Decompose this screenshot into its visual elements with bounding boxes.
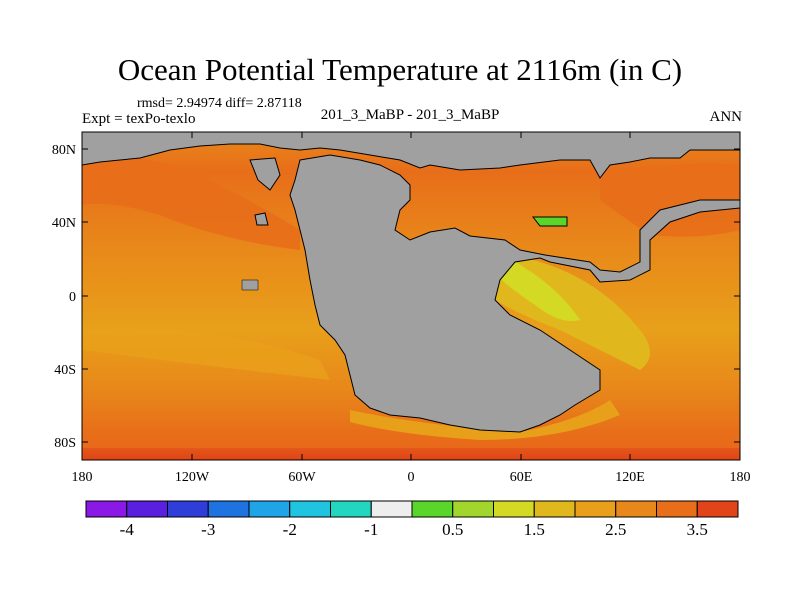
green-inland-sea (531, 216, 568, 227)
lon-axis: 180 120W 60W 0 60E 120E 180 (72, 132, 751, 485)
lat-tick-label: 40N (52, 216, 76, 231)
colorbar-label: 0.5 (442, 520, 463, 539)
lon-tick-label: 120W (175, 470, 210, 485)
colorbar-swatch (574, 500, 617, 518)
colorbar-swatch (167, 500, 209, 518)
southern-band (82, 328, 330, 380)
colorbar-label: -1 (364, 520, 378, 539)
case-label: 201_3_MaBP - 201_3_MaBP (320, 107, 500, 123)
lon-tick-label: 180 (72, 470, 93, 485)
colorbar-swatch (411, 500, 454, 518)
northern-island (249, 157, 281, 191)
colorbar-swatch (370, 500, 413, 518)
north-pacific-warm-band (82, 157, 300, 250)
season-label: ANN (709, 109, 743, 125)
lon-tick-label: 60W (288, 470, 316, 485)
colorbar-label: -3 (201, 520, 215, 539)
colorbar-label: 2.5 (605, 520, 626, 539)
lon-tick-label: 60E (510, 470, 533, 485)
colorbar-swatch (85, 500, 128, 518)
rmsd-diff-stats: rmsd= 2.94974 diff= 2.87118 (137, 96, 302, 111)
colorbar-swatch (696, 500, 739, 518)
small-island (254, 212, 269, 226)
lat-tick-label: 80S (54, 436, 76, 451)
lat-tick-label: 40S (54, 363, 76, 378)
colorbar-labels: -4 -3 -2 -1 0.5 1.5 2.5 3.5 (120, 520, 708, 539)
arctic-landmass (82, 132, 740, 179)
colorbar-swatch (248, 500, 291, 518)
lon-tick-label: 0 (408, 470, 415, 485)
colorbar-swatch (330, 500, 372, 518)
colorbar-label: -2 (283, 520, 297, 539)
experiment-label: Expt = texPo-texlo (82, 111, 196, 127)
lon-tick-label: 180 (730, 470, 751, 485)
southern-ocean-band (82, 430, 740, 448)
lat-tick-label: 0 (69, 290, 76, 305)
tiny-island (241, 279, 259, 291)
colorbar-swatch (656, 500, 698, 518)
lat-axis: 80N 40N 0 40S 80S (52, 143, 740, 451)
map-field (82, 132, 740, 460)
lat-tick-label: 80N (52, 143, 76, 158)
colorbar (85, 500, 739, 518)
north-east-warm-band (600, 163, 740, 237)
colorbar-swatch (207, 500, 250, 518)
lon-tick-label: 120E (615, 470, 645, 485)
colorbar-label: 1.5 (524, 520, 545, 539)
colorbar-label: -4 (120, 520, 135, 539)
colorbar-swatch (493, 500, 535, 518)
map-title: Ocean Potential Temperature at 2116m (in… (117, 52, 683, 87)
colorbar-swatch (452, 500, 494, 518)
colorbar-label: 3.5 (687, 520, 708, 539)
colorbar-swatch (289, 500, 331, 518)
colorbar-swatch (126, 500, 168, 518)
south-band-yellow (350, 400, 620, 440)
supercontinent-landmass (289, 154, 740, 433)
colorbar-swatch (615, 500, 657, 518)
colorbar-swatch (533, 500, 576, 518)
